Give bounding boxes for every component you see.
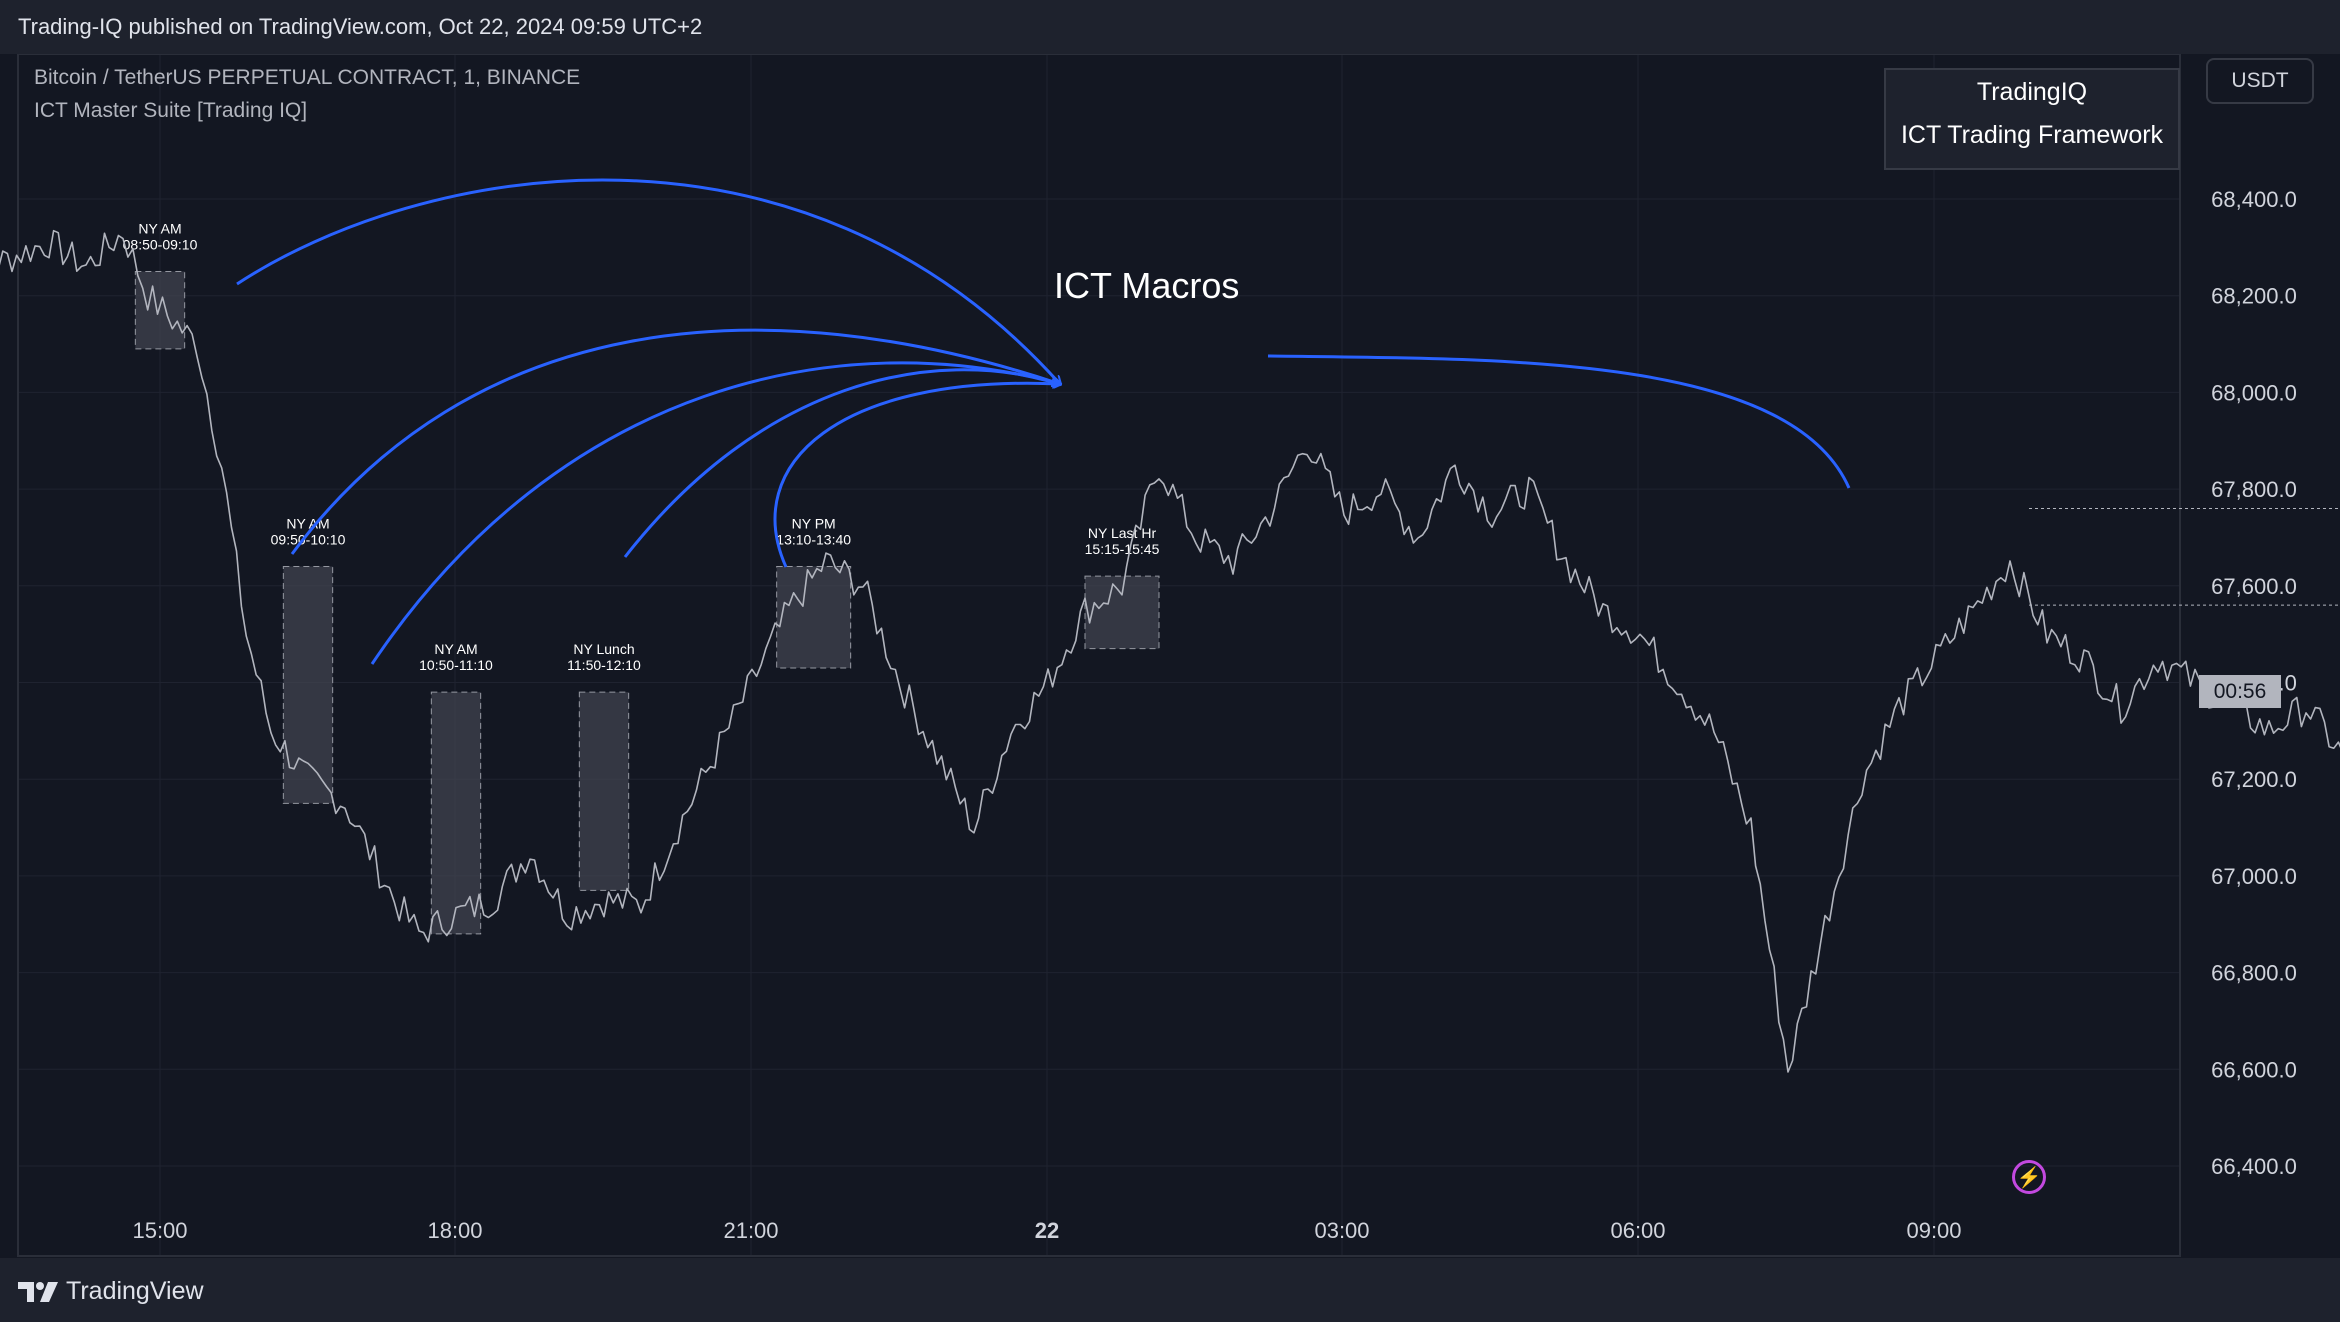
y-tick-label: 67,800.0 bbox=[2211, 477, 2297, 502]
y-tick-label: 67,600.0 bbox=[2211, 574, 2297, 599]
annotation-arrow bbox=[236, 178, 1060, 384]
x-tick-label: 06:00 bbox=[1610, 1218, 1665, 1243]
x-tick-label: 22 bbox=[1035, 1218, 1059, 1243]
footer-bar bbox=[0, 1258, 2340, 1322]
annotation-arrows bbox=[236, 178, 1851, 665]
time-axis: 15:00 18:00 21:00 22 03:00 06:00 09:00 bbox=[132, 1218, 1961, 1243]
indicator-title[interactable]: ICT Master Suite [Trading IQ] bbox=[34, 99, 308, 122]
bar-countdown: 00:56 bbox=[2199, 675, 2281, 708]
macro-label: NY Last Hr bbox=[1088, 525, 1157, 541]
macro-time-range: 11:50-12:10 bbox=[567, 657, 641, 673]
annotation-arrow bbox=[773, 383, 1060, 568]
macro-box bbox=[578, 691, 630, 891]
x-tick-label: 21:00 bbox=[723, 1218, 778, 1243]
price-series bbox=[0, 229, 2340, 1073]
macro-box bbox=[430, 691, 482, 935]
publish-header: Trading-IQ published on TradingView.com,… bbox=[0, 0, 2340, 54]
macro-time-range: 13:10-13:40 bbox=[776, 531, 851, 547]
macro-label: NY AM bbox=[286, 515, 329, 531]
info-box: TradingIQ ICT Trading Framework bbox=[1884, 68, 2180, 170]
y-tick-label: 66,800.0 bbox=[2211, 961, 2297, 986]
published-text: Trading-IQ published on TradingView.com,… bbox=[18, 14, 703, 39]
annotation-label: ICT Macros bbox=[1054, 265, 1239, 306]
lightning-icon[interactable]: ⚡ bbox=[2012, 1160, 2046, 1194]
x-tick-label: 18:00 bbox=[427, 1218, 482, 1243]
tradingview-logo[interactable]: TradingView bbox=[18, 1277, 204, 1306]
price-line bbox=[0, 229, 2340, 1073]
info-line-2: ICT Trading Framework bbox=[1900, 121, 2164, 149]
y-tick-label: 66,600.0 bbox=[2211, 1057, 2297, 1082]
macro-box bbox=[776, 565, 852, 669]
y-tick-label: 68,400.0 bbox=[2211, 187, 2297, 212]
y-tick-label: 68,000.0 bbox=[2211, 380, 2297, 405]
x-tick-label: 09:00 bbox=[1906, 1218, 1961, 1243]
macro-label: NY AM bbox=[138, 221, 181, 237]
y-tick-label: 67,000.0 bbox=[2211, 864, 2297, 889]
grid bbox=[18, 54, 2180, 1256]
macro-time-range: 09:50-10:10 bbox=[271, 531, 346, 547]
tradingview-logo-text: TradingView bbox=[66, 1277, 204, 1305]
price-axis: 68,400.0 68,200.0 68,000.0 67,800.0 67,600.0… bbox=[2211, 187, 2297, 1179]
macro-label: NY Lunch bbox=[573, 641, 634, 657]
currency-button[interactable]: USDT bbox=[2206, 58, 2314, 104]
macro-box bbox=[1084, 575, 1160, 650]
plot-border bbox=[17, 54, 2181, 1257]
annotation-arrow bbox=[290, 328, 1060, 555]
x-tick-label: 15:00 bbox=[132, 1218, 187, 1243]
annotation-arrow bbox=[1267, 354, 1851, 489]
macro-time-range: 10:50-11:10 bbox=[419, 657, 493, 673]
chart-area[interactable]: NY AM 08:50-09:10 NY AM 09:50-10:10 NY AM 10:… bbox=[0, 54, 2340, 1258]
macro-time-range: 08:50-09:10 bbox=[123, 237, 198, 253]
x-tick-label: 03:00 bbox=[1314, 1218, 1369, 1243]
symbol-title[interactable]: Bitcoin / TetherUS PERPETUAL CONTRACT, 1… bbox=[34, 66, 581, 89]
annotation-arrow bbox=[623, 368, 1060, 558]
y-tick-label: 68,200.0 bbox=[2211, 284, 2297, 309]
y-tick-label: 66,400.0 bbox=[2211, 1154, 2297, 1179]
macro-label: NY PM bbox=[792, 515, 836, 531]
macro-box bbox=[134, 271, 186, 350]
annotation-arrow bbox=[370, 361, 1060, 665]
y-tick-label: 67,200.0 bbox=[2211, 767, 2297, 792]
info-line-1: TradingIQ bbox=[1976, 78, 2088, 106]
macro-time-range: 15:15-15:45 bbox=[1085, 541, 1160, 557]
macro-label: NY AM bbox=[434, 641, 477, 657]
tradingview-logo-icon bbox=[18, 1281, 58, 1302]
